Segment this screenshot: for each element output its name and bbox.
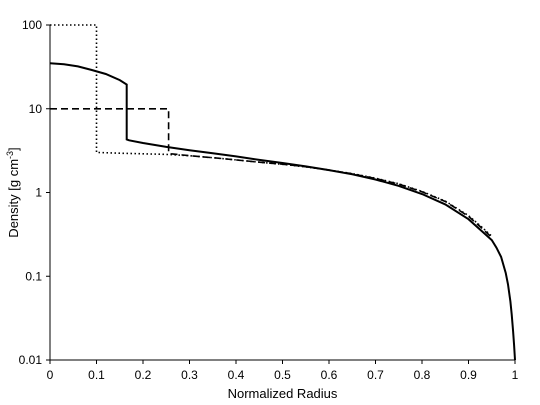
plot-area <box>49 24 516 361</box>
y-tick-label: 100 <box>22 18 42 32</box>
y-axis-title-superscript: -3 <box>5 151 15 159</box>
series-line-dotted <box>50 24 493 237</box>
x-tick-label: 0 <box>47 368 54 382</box>
x-tick-label: 0.2 <box>135 368 152 382</box>
x-axis-ticks: 0 0.1 0.2 0.3 0.4 0.5 0.6 0.7 0.8 0.9 1 <box>47 360 519 382</box>
y-axis-title: Density [g cm-3] <box>5 147 21 237</box>
x-tick-label: 0.5 <box>274 368 291 382</box>
y-tick-label: 10 <box>29 102 43 116</box>
x-tick-label: 1 <box>512 368 519 382</box>
x-tick-label: 0.6 <box>321 368 338 382</box>
y-axis-title-main: Density [g cm <box>6 159 21 238</box>
y-axis-ticks: 100 10 1 0.1 0.01 <box>19 18 50 367</box>
x-tick-label: 0.4 <box>228 368 245 382</box>
x-axis-title: Normalized Radius <box>228 386 338 401</box>
x-tick-label: 0.1 <box>88 368 105 382</box>
x-tick-label: 0.7 <box>367 368 384 382</box>
x-tick-label: 0.8 <box>414 368 431 382</box>
y-tick-label: 0.01 <box>19 353 43 367</box>
x-tick-label: 0.3 <box>181 368 198 382</box>
y-tick-label: 0.1 <box>25 269 42 283</box>
y-tick-label: 1 <box>35 186 42 200</box>
series-line-solid <box>49 62 516 361</box>
series-line-dashed <box>50 108 493 239</box>
x-tick-label: 0.9 <box>460 368 477 382</box>
y-axis-title-suffix: ] <box>6 147 21 151</box>
